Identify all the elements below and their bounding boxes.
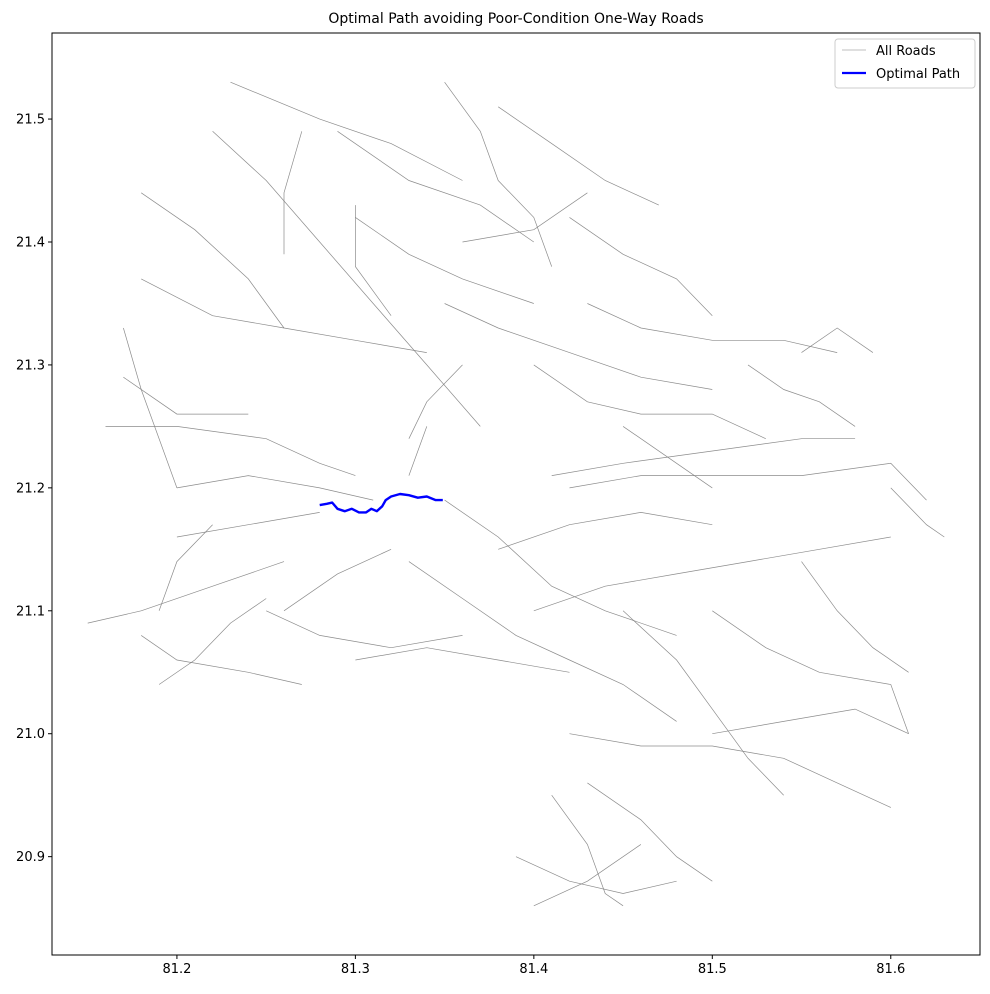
road-segment-19 bbox=[747, 364, 856, 427]
x-tick-label: 81.5 bbox=[698, 962, 727, 977]
road-segment-2 bbox=[87, 561, 285, 624]
road-segment-5 bbox=[176, 475, 374, 501]
road-segment-36 bbox=[355, 647, 570, 673]
road-segment-45 bbox=[801, 327, 874, 353]
road-segment-33 bbox=[515, 856, 677, 894]
x-tick-label: 81.4 bbox=[519, 962, 548, 977]
road-segment-46 bbox=[355, 205, 392, 316]
road-segment-32 bbox=[587, 782, 713, 882]
legend-box bbox=[834, 38, 976, 89]
road-segment-47 bbox=[462, 192, 588, 243]
y-tick-label: 21.1 bbox=[16, 604, 45, 619]
roads-layer bbox=[87, 81, 945, 907]
road-segment-13 bbox=[444, 81, 553, 267]
road-segment-11 bbox=[337, 131, 534, 243]
road-segment-8 bbox=[141, 192, 285, 329]
road-segment-12 bbox=[498, 106, 659, 206]
optimal-path-layer bbox=[319, 492, 443, 514]
y-tick-label: 21.4 bbox=[16, 235, 45, 250]
road-segment-37 bbox=[266, 610, 463, 649]
y-tick-label: 21.3 bbox=[16, 358, 45, 373]
road-segment-4 bbox=[158, 598, 267, 685]
road-segment-31 bbox=[569, 733, 891, 808]
legend-label-optimal-path: Optimal Path bbox=[876, 67, 960, 82]
road-segment-35 bbox=[533, 844, 642, 907]
y-tick-label: 21.2 bbox=[16, 481, 45, 496]
road-segment-3 bbox=[141, 635, 302, 685]
y-axis: 20.9 21.0 21.1 21.2 21.3 21.4 21.5 bbox=[16, 113, 52, 865]
road-segment-34 bbox=[551, 794, 624, 907]
y-tick-label: 21.0 bbox=[16, 727, 45, 742]
axes-frame bbox=[51, 32, 981, 956]
x-tick-label: 81.6 bbox=[876, 962, 905, 977]
x-tick-label: 81.3 bbox=[341, 962, 370, 977]
road-segment-23 bbox=[444, 499, 677, 636]
road-segment-20 bbox=[551, 438, 856, 476]
road-segment-14 bbox=[569, 217, 713, 316]
road-segment-25 bbox=[533, 536, 891, 612]
road-segment-39 bbox=[158, 524, 213, 611]
road-segment-6 bbox=[176, 512, 320, 538]
road-segment-16 bbox=[444, 303, 713, 390]
road-segment-38 bbox=[283, 548, 392, 612]
road-segment-43 bbox=[622, 426, 713, 489]
y-tick-label: 20.9 bbox=[16, 850, 45, 865]
road-segment-44 bbox=[408, 364, 463, 439]
road-segment-15 bbox=[355, 217, 534, 304]
road-segment-7 bbox=[212, 131, 481, 427]
map-title: Optimal Path avoiding Poor-Condition One… bbox=[328, 11, 703, 27]
road-segment-0 bbox=[105, 426, 356, 476]
road-segment-17 bbox=[587, 303, 838, 353]
road-segment-41 bbox=[283, 131, 303, 255]
road-segment-18 bbox=[533, 364, 766, 440]
legend: All Roads Optimal Path bbox=[834, 38, 976, 89]
road-segment-21 bbox=[569, 462, 927, 501]
road-segment-40 bbox=[123, 327, 178, 489]
road-segment-10 bbox=[230, 81, 463, 181]
road-segment-26 bbox=[408, 561, 677, 722]
road-segment-9 bbox=[141, 278, 427, 353]
road-segment-27 bbox=[622, 610, 784, 796]
road-segment-30 bbox=[712, 708, 909, 735]
legend-label-all-roads: All Roads bbox=[876, 44, 936, 59]
road-segment-24 bbox=[498, 512, 713, 550]
optimal-path-line bbox=[319, 492, 443, 514]
road-segment-42 bbox=[408, 426, 428, 476]
road-segment-29 bbox=[801, 561, 909, 673]
road-segment-22 bbox=[890, 487, 945, 538]
road-segment-28 bbox=[712, 610, 909, 734]
x-tick-label: 81.2 bbox=[162, 962, 191, 977]
x-axis: 81.2 81.3 81.4 81.5 81.6 bbox=[162, 955, 905, 977]
y-tick-label: 21.5 bbox=[16, 113, 45, 128]
